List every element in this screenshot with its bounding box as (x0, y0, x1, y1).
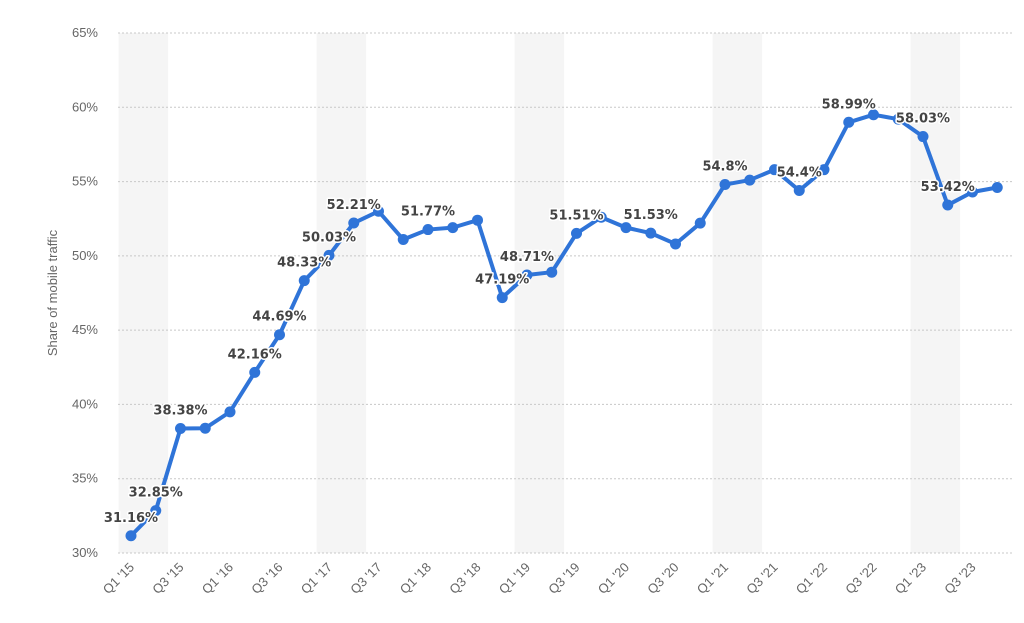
data-point[interactable] (620, 222, 632, 234)
data-point[interactable] (793, 184, 805, 196)
x-tick-label: Q1 '17 (298, 560, 335, 597)
y-tick-label: 50% (72, 248, 98, 263)
data-point[interactable] (546, 266, 558, 278)
x-axis-ticks: Q1 '15 Q3 '15 Q1 '16 Q3 '16 Q1 '17 Q3 '17 Q1 '… (100, 560, 979, 597)
data-point[interactable] (892, 113, 904, 125)
data-point[interactable] (571, 227, 582, 239)
data-point[interactable] (472, 214, 483, 226)
data-point[interactable] (397, 234, 409, 246)
data-point[interactable] (447, 222, 459, 234)
data-point[interactable] (719, 179, 731, 191)
data-point[interactable] (298, 275, 310, 287)
data-labels: 31.16% 32.85% 38.38% 42.16% 44.69% 48.33% 50.0… (102, 96, 976, 527)
data-point[interactable] (496, 292, 508, 304)
series-layer (125, 109, 1003, 542)
y-tick-label: 55% (72, 174, 98, 189)
data-point[interactable] (150, 505, 162, 517)
x-tick-label: Q3 '17 (347, 560, 384, 597)
data-point[interactable] (348, 217, 360, 229)
data-point[interactable] (125, 530, 137, 542)
data-point[interactable] (868, 109, 879, 121)
data-point[interactable] (917, 131, 929, 143)
data-label: 58.03% (896, 112, 950, 127)
data-label: 58.99% (822, 97, 876, 112)
data-point[interactable] (670, 238, 681, 250)
data-point[interactable] (274, 329, 285, 341)
year-band (910, 33, 961, 553)
data-point[interactable] (967, 186, 978, 198)
data-label: 51.51% (549, 208, 603, 223)
y-tick-label: 45% (72, 322, 98, 337)
x-tick-label: Q1 '19 (496, 560, 533, 597)
data-point[interactable] (175, 422, 186, 434)
x-tick-label: Q3 '18 (446, 560, 483, 597)
x-tick-label: Q1 '20 (595, 560, 632, 597)
data-point[interactable] (769, 164, 780, 176)
x-tick-label: Q1 '21 (694, 560, 731, 597)
data-point[interactable] (942, 199, 954, 211)
x-tick-label: Q3 '21 (743, 560, 780, 597)
data-point[interactable] (249, 366, 261, 378)
data-label: 44.69% (252, 310, 306, 325)
year-band (514, 33, 565, 553)
data-point[interactable] (645, 227, 657, 239)
y-tick-label: 65% (72, 25, 98, 40)
data-point[interactable] (373, 205, 384, 217)
data-label: 47.19% (475, 273, 529, 288)
data-point[interactable] (694, 217, 706, 229)
data-point[interactable] (991, 182, 1003, 194)
data-label: 52.21% (327, 198, 381, 213)
year-band (316, 33, 367, 553)
data-label: 42.16% (228, 347, 282, 362)
y-tick-label: 35% (72, 471, 98, 486)
data-point[interactable] (744, 174, 756, 186)
x-tick-label: Q3 '16 (248, 560, 285, 597)
data-point[interactable] (595, 211, 607, 223)
data-point[interactable] (224, 406, 236, 418)
data-label: 51.53% (624, 208, 678, 223)
data-label: 48.33% (277, 256, 331, 271)
x-tick-label: Q1 '23 (892, 560, 929, 597)
alternating-bands (118, 33, 961, 553)
x-tick-label: Q3 '20 (644, 560, 681, 597)
data-point[interactable] (521, 269, 533, 281)
x-tick-label: Q3 '15 (149, 560, 186, 597)
x-tick-label: Q1 '15 (100, 560, 137, 597)
x-tick-label: Q1 '22 (793, 560, 830, 597)
data-label: 51.77% (401, 205, 455, 220)
x-tick-label: Q3 '22 (842, 560, 879, 597)
data-label: 54.4% (777, 165, 822, 180)
x-tick-label: Q1 '16 (199, 560, 236, 597)
x-tick-label: Q3 '19 (545, 560, 582, 597)
data-label: 53.42% (921, 180, 975, 195)
y-axis-ticks: 30% 35% 40% 45% 50% 55% 60% 65% (72, 25, 98, 560)
data-label: 38.38% (153, 403, 207, 418)
data-label: 32.85% (129, 486, 183, 501)
data-label: 31.16% (104, 511, 158, 526)
data-point[interactable] (843, 116, 855, 128)
data-label: 48.71% (500, 250, 554, 265)
gridlines (118, 32, 1012, 554)
x-tick-label: Q3 '23 (941, 560, 978, 597)
data-point[interactable] (422, 224, 434, 236)
x-tick-label: Q1 '18 (397, 560, 434, 597)
data-point[interactable] (818, 164, 830, 176)
y-tick-label: 30% (72, 545, 98, 560)
y-axis-title: Share of mobile traffic (45, 229, 60, 356)
data-point[interactable] (323, 249, 335, 261)
data-label: 54.8% (702, 160, 747, 175)
data-point[interactable] (199, 422, 211, 434)
year-band (712, 33, 763, 553)
year-band (118, 33, 169, 553)
y-tick-label: 40% (72, 396, 98, 411)
data-label: 50.03% (302, 230, 356, 245)
y-tick-label: 60% (72, 99, 98, 114)
